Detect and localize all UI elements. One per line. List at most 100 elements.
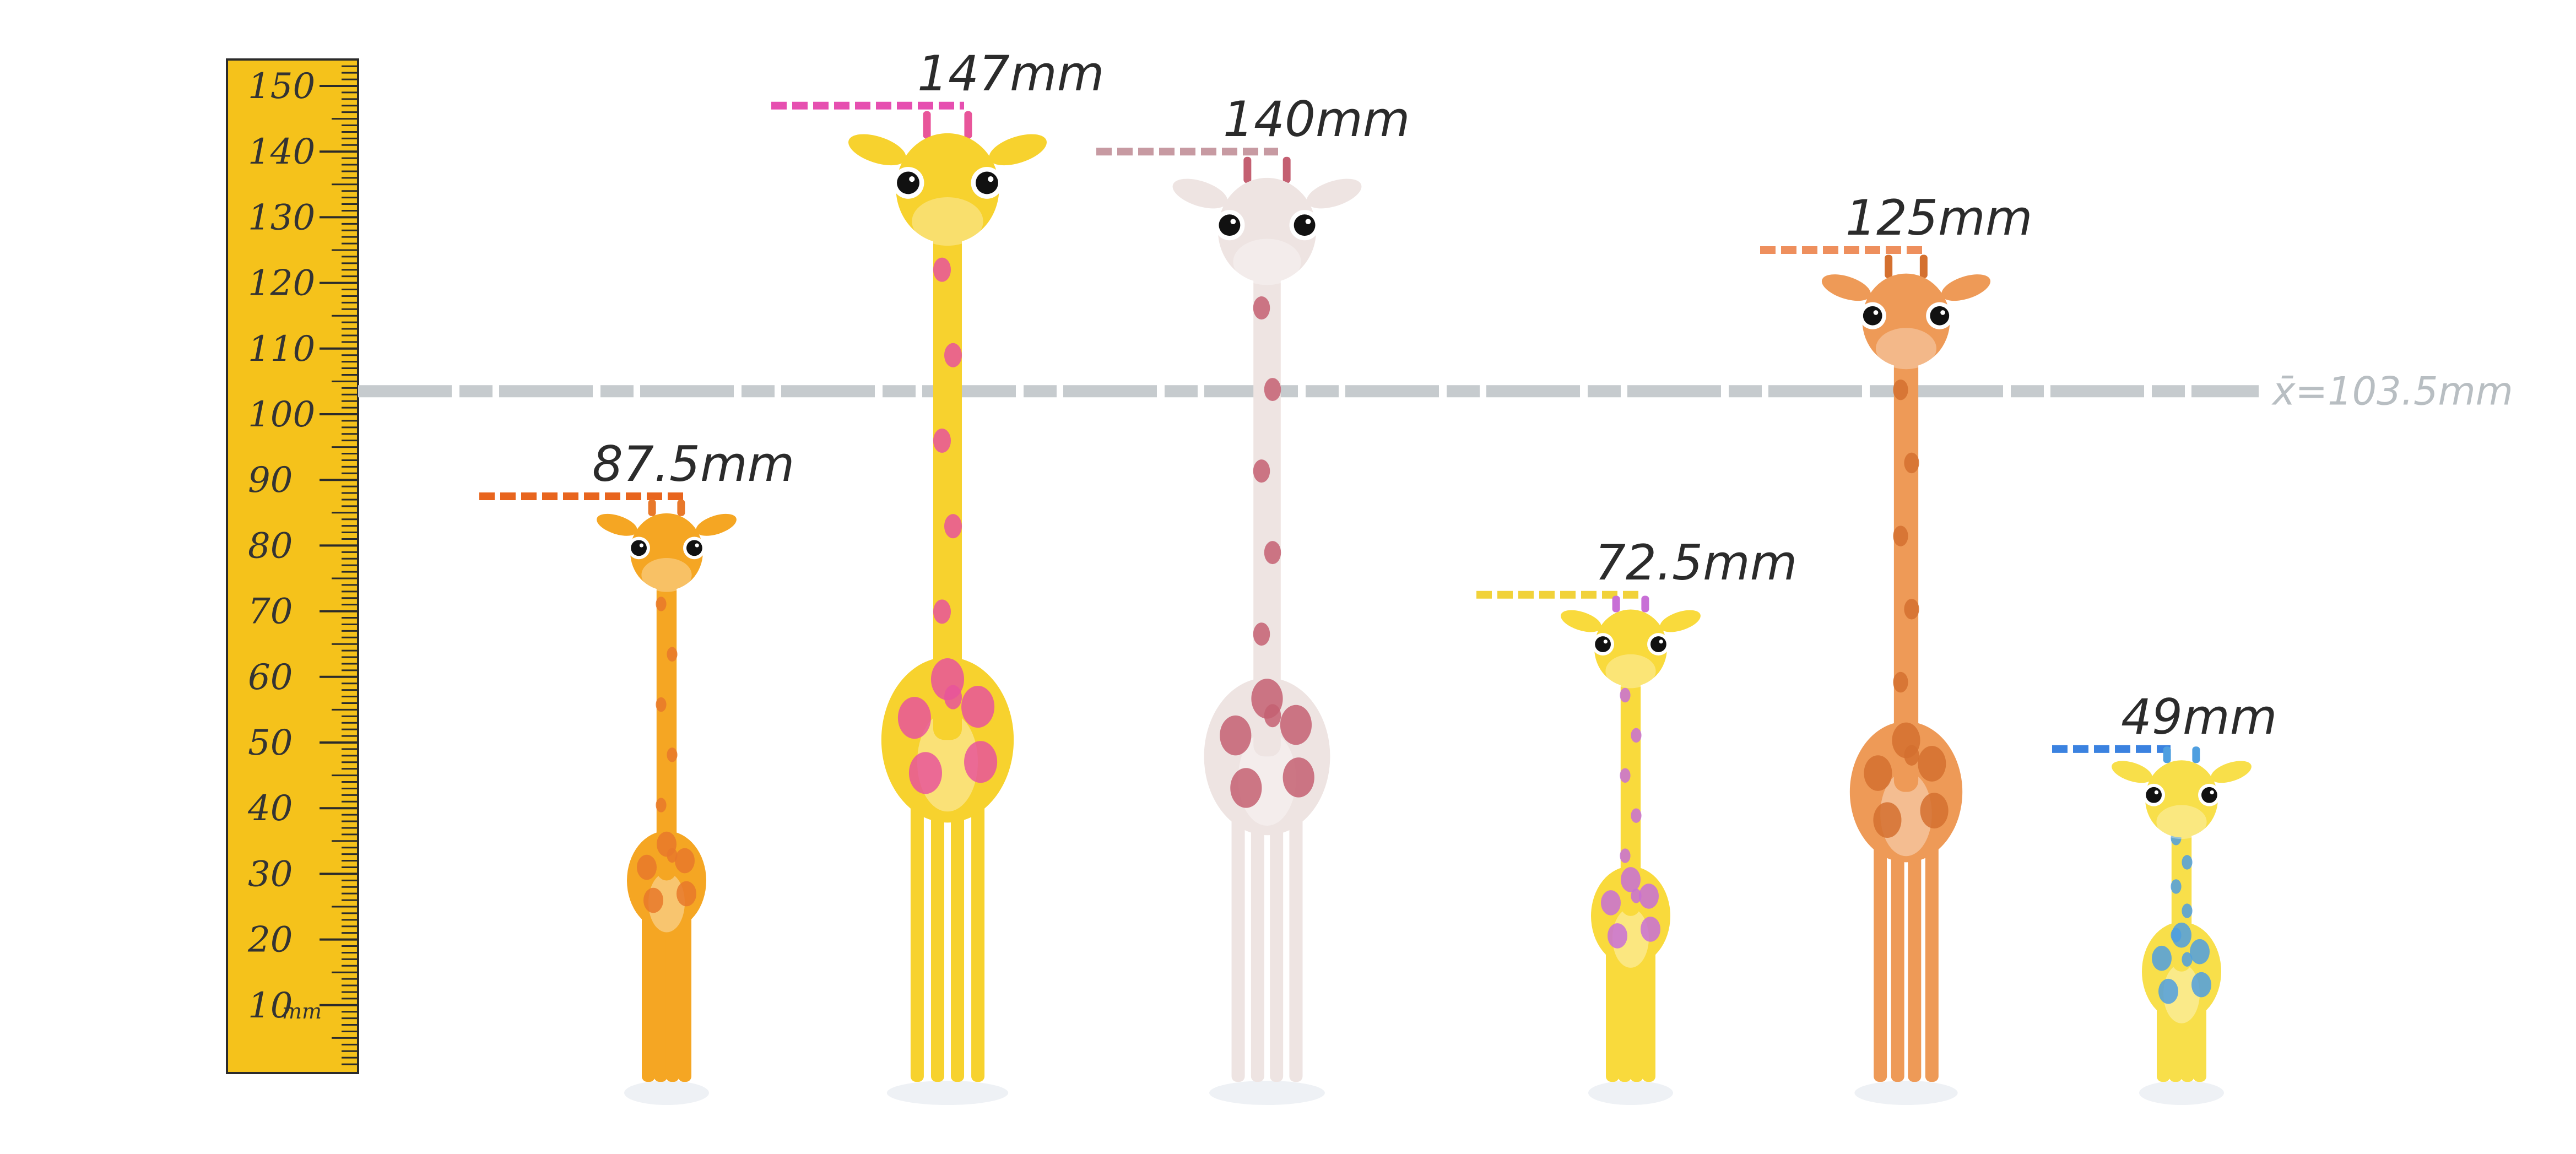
eye-highlight [1230,219,1236,225]
height-label: 125mm [1846,189,2032,246]
pupil [1650,636,1666,652]
pupil [976,171,998,194]
ruler-tick-label: 80 [248,525,293,566]
ear [2112,761,2152,783]
spot [1873,802,1902,838]
ground-shadow [2139,1081,2224,1105]
pupil [631,540,647,556]
height-label: 140mm [1223,91,1410,148]
spot [1631,888,1642,903]
spot [1641,917,1660,942]
spot [1892,722,1920,759]
ossicone [923,111,931,139]
ground-shadow [886,1081,1009,1105]
pupil [1930,306,1950,326]
spot [1893,671,1908,693]
eye-highlight [909,176,915,182]
pupil [686,540,702,556]
ruler-tick-label: 90 [248,460,293,501]
ear [1941,274,1991,301]
eye-highlight [2154,790,2158,795]
muzzle [1875,328,1937,370]
ossicone [648,499,656,516]
muzzle [2156,805,2207,839]
spot [677,881,696,907]
spot [944,514,962,539]
ear [2211,761,2252,783]
muzzle [1233,239,1301,285]
ruler-tick-label: 100 [248,394,315,435]
ruler-tick-label: 140 [248,132,315,172]
belly [2163,963,2200,1023]
spot [1253,296,1270,319]
spot [675,848,695,874]
ear [1561,610,1601,632]
spot [2190,939,2210,965]
ear [1172,178,1228,209]
pupil [1294,214,1316,236]
height-label: 49mm [2121,689,2277,745]
spot [1282,757,1314,798]
spot [656,597,667,611]
spot [1620,687,1631,703]
ruler-tick-label: 20 [247,920,293,961]
spot [667,647,678,662]
ruler-tick-label: 70 [248,592,293,632]
eye-highlight [695,543,699,548]
eye-highlight [1603,640,1608,644]
head [2145,760,2218,838]
eye-highlight [639,543,643,548]
spot [2171,879,2182,894]
giraffe-4: 72.5mm [1476,534,1797,1105]
spot [2182,952,2193,967]
spot [1904,452,1919,474]
ear [696,513,737,536]
mean-line-group: x̄=103.5mm [358,369,2513,414]
spot [667,747,678,762]
spot [1621,867,1641,892]
spot [1220,715,1252,756]
ruler-tick-label: 10 [248,985,293,1026]
spot [933,599,951,624]
ruler-ticks [320,65,358,1065]
giraffe-figure [1172,156,1362,1105]
spot [656,697,667,712]
ear [597,513,637,536]
spot [1620,768,1631,783]
spot [964,741,998,783]
ruler-unit-label: mm [282,999,322,1023]
measuring-ruler: 150 140 130 120 110 100 90 80 70 60 50 4… [226,58,359,1074]
ruler-tick-label: 110 [248,329,315,370]
giraffe-1: 87.5mm [479,436,794,1105]
spot [1631,808,1642,823]
mean-height-label: x̄=103.5mm [2271,369,2513,414]
pupil [1863,306,1882,326]
muzzle [641,558,692,592]
giraffe-6: 49mm [2052,689,2277,1105]
giraffe-figure [1561,595,1701,1105]
head [1217,177,1317,283]
giraffe-figure [597,499,737,1105]
ground-shadow [1209,1081,1325,1105]
height-label: 147mm [917,45,1104,102]
pupil [1595,636,1611,652]
ear [1306,178,1362,209]
giraffe-2: 147mm [771,45,1104,1105]
spot [657,831,677,857]
ossicone [1243,156,1252,183]
spot [1253,459,1270,483]
eye-highlight [1940,310,1945,315]
eye-highlight [2210,790,2214,795]
spot [1639,884,1659,909]
giraffe-5: 125mm [1760,189,2032,1105]
height-label: 87.5mm [592,436,794,492]
ruler-tick-label: 130 [248,197,315,238]
spot [961,686,995,728]
eye-highlight [1873,310,1879,315]
spot [1230,768,1262,808]
height-label: 72.5mm [1595,534,1797,591]
belly [648,873,685,933]
muzzle [912,197,983,246]
spot [637,854,657,880]
ruler-tick-label: 50 [248,723,293,763]
